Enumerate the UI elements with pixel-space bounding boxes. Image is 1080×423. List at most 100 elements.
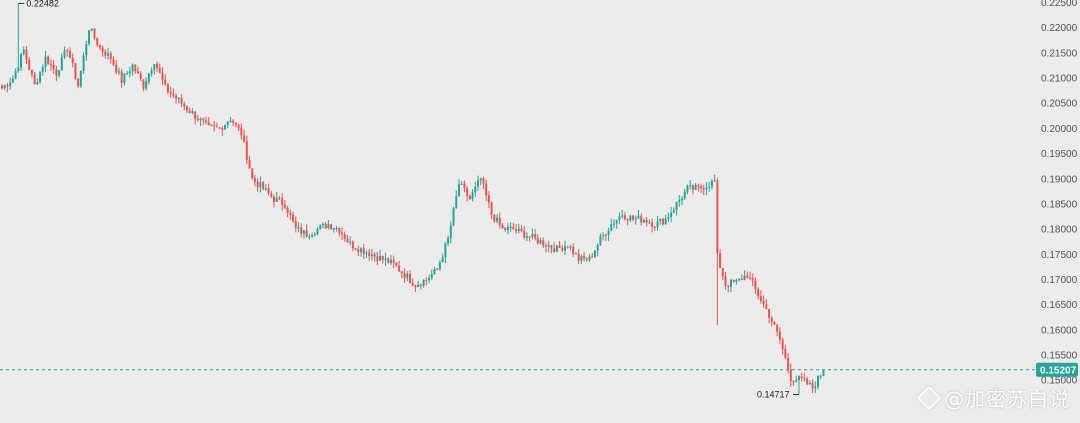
candle-body-down xyxy=(185,106,188,111)
candle-body-up xyxy=(332,228,335,230)
candle-body-down xyxy=(398,265,401,272)
candle-body-up xyxy=(177,97,180,99)
candle-body-down xyxy=(245,141,248,161)
candle-body-down xyxy=(373,254,376,257)
candle-body-up xyxy=(477,180,479,187)
candle-body-up xyxy=(319,225,322,229)
candle-body-down xyxy=(534,234,537,238)
candle-body-down xyxy=(256,181,259,188)
candle-body-up xyxy=(675,202,678,210)
candle-body-down xyxy=(183,103,186,107)
candle-body-down xyxy=(33,74,36,85)
candle-body-down xyxy=(1,85,3,89)
candle-body-down xyxy=(493,214,496,222)
candle-body-down xyxy=(645,219,648,223)
candle-body-up xyxy=(555,245,558,252)
candle-body-up xyxy=(41,66,44,72)
candle-body-up xyxy=(547,245,550,247)
candle-body-down xyxy=(732,279,735,282)
candle-body-down xyxy=(468,195,471,199)
candle-body-down xyxy=(112,59,115,65)
candle-body-up xyxy=(145,81,148,89)
candle-body-down xyxy=(566,246,569,248)
y-tick-label: 0.16000 xyxy=(1041,325,1078,336)
y-tick-label: 0.18000 xyxy=(1041,225,1078,236)
candle-body-down xyxy=(561,247,564,251)
candle-body-down xyxy=(784,349,787,358)
candle-body-down xyxy=(240,127,243,136)
candle-body-down xyxy=(661,218,664,225)
max-price-marker: 0.22482 xyxy=(18,0,59,8)
candle-body-up xyxy=(441,257,444,263)
candle-body-up xyxy=(569,246,572,248)
candle-body-down xyxy=(697,185,700,187)
candle-body-up xyxy=(599,236,602,245)
candle-body-down xyxy=(343,234,346,239)
candle-body-down xyxy=(273,196,275,202)
candle-body-up xyxy=(379,256,382,261)
candle-body-up xyxy=(433,268,436,275)
candle-body-up xyxy=(659,218,662,222)
candle-body-down xyxy=(411,282,414,286)
candle-body-up xyxy=(297,227,300,229)
candle-body-down xyxy=(740,278,743,281)
candle-body-up xyxy=(664,218,667,225)
candle-body-down xyxy=(604,234,607,236)
candle-body-down xyxy=(626,219,629,221)
candle-body-down xyxy=(169,92,172,94)
candle-body-down xyxy=(262,182,265,190)
candle-body-down xyxy=(749,277,751,279)
candle-body-down xyxy=(137,71,139,74)
candle-body-up xyxy=(9,82,12,87)
candle-body-up xyxy=(428,277,431,280)
candle-body-up xyxy=(11,78,14,83)
candle-body-up xyxy=(126,73,129,75)
candle-body-up xyxy=(580,256,583,261)
candle-body-down xyxy=(523,231,526,238)
candle-body-up xyxy=(335,227,338,229)
candle-body-down xyxy=(188,110,191,113)
candle-body-down xyxy=(716,180,719,254)
candle-body-down xyxy=(719,253,722,268)
candle-body-down xyxy=(811,382,814,389)
candle-body-down xyxy=(436,268,439,270)
candle-body-up xyxy=(735,279,738,282)
candle-body-up xyxy=(621,215,624,217)
candle-body-down xyxy=(387,258,390,264)
candle-body-down xyxy=(278,197,281,199)
candle-body-down xyxy=(787,357,790,370)
watermark-logo-icon xyxy=(916,384,942,411)
candle-body-up xyxy=(613,223,615,225)
candle-body-down xyxy=(202,118,205,121)
candle-body-down xyxy=(52,64,55,70)
candle-body-up xyxy=(20,54,23,68)
candle-body-down xyxy=(501,224,504,228)
candle-body-up xyxy=(670,212,673,218)
candle-body-down xyxy=(653,226,656,228)
candle-body-down xyxy=(792,381,795,383)
candle-body-down xyxy=(49,64,52,66)
candle-body-up xyxy=(596,244,599,251)
candle-body-up xyxy=(808,382,811,385)
candle-body-down xyxy=(207,122,210,125)
candle-body-down xyxy=(757,288,760,296)
candle-body-up xyxy=(44,56,47,67)
candle-body-up xyxy=(634,218,637,220)
candle-body-down xyxy=(504,227,507,231)
candle-body-up xyxy=(58,70,61,76)
candle-body-down xyxy=(172,93,175,96)
candle-body-up xyxy=(327,224,330,229)
candle-body-down xyxy=(700,186,703,189)
candle-body-up xyxy=(452,208,455,226)
candle-body-up xyxy=(417,284,420,288)
candle-body-up xyxy=(496,217,499,222)
candle-body-up xyxy=(199,118,202,121)
candle-body-down xyxy=(96,38,99,45)
candle-body-down xyxy=(512,226,515,230)
candle-body-down xyxy=(490,202,493,215)
candle-body-up xyxy=(360,248,363,253)
candle-body-down xyxy=(341,232,343,235)
candle-body-up xyxy=(694,185,697,190)
candles-layer xyxy=(1,3,825,395)
